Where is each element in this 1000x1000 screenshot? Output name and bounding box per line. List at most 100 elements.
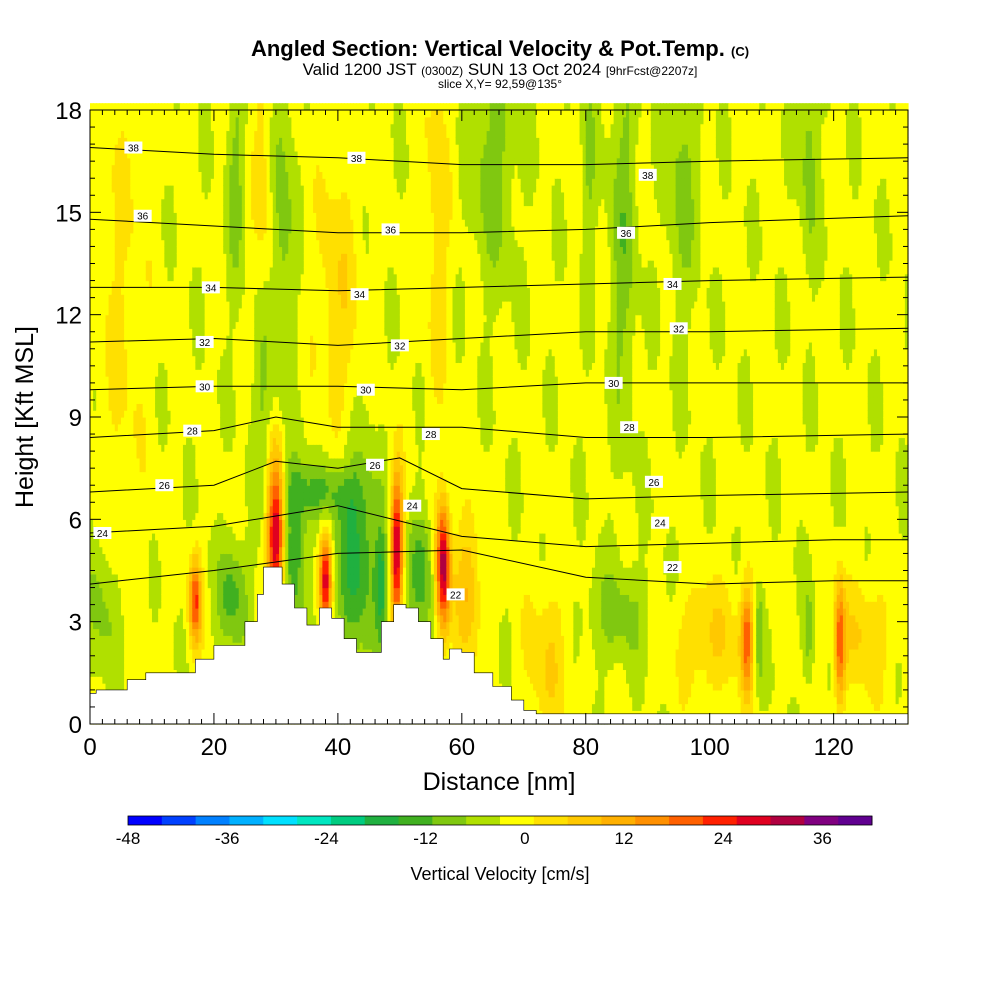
velocity-cell <box>161 185 165 193</box>
velocity-cell <box>114 225 119 234</box>
velocity-cell <box>142 328 147 336</box>
velocity-cell <box>155 110 159 118</box>
velocity-cell <box>102 437 107 445</box>
velocity-cell <box>176 164 181 172</box>
velocity-cell <box>186 642 190 650</box>
velocity-cell <box>195 355 200 364</box>
velocity-cell <box>186 287 190 295</box>
velocity-cell <box>127 369 131 377</box>
velocity-cell <box>179 492 184 500</box>
velocity-cell <box>192 648 196 657</box>
velocity-cell <box>204 505 209 514</box>
velocity-cell <box>124 655 128 664</box>
velocity-cell <box>213 110 218 118</box>
velocity-cell <box>96 307 100 316</box>
velocity-cell <box>164 198 169 207</box>
velocity-cell <box>217 532 221 541</box>
velocity-cell <box>142 191 147 200</box>
velocity-cell <box>127 560 131 568</box>
velocity-cell <box>145 532 150 541</box>
velocity-cell <box>142 253 147 261</box>
velocity-cell <box>186 116 190 125</box>
velocity-cell <box>133 171 138 179</box>
velocity-cell <box>96 403 100 411</box>
velocity-cell <box>195 526 200 534</box>
velocity-cell <box>99 396 103 404</box>
velocity-cell <box>139 396 144 404</box>
velocity-cell <box>148 437 153 445</box>
velocity-cell <box>207 130 212 138</box>
velocity-cell <box>210 492 215 500</box>
velocity-cell <box>124 198 128 207</box>
velocity-cell <box>90 553 94 561</box>
velocity-cell <box>102 205 107 213</box>
velocity-cell <box>145 110 150 118</box>
velocity-cell <box>232 130 237 138</box>
velocity-cell <box>182 628 187 636</box>
velocity-cell <box>93 423 97 432</box>
velocity-cell <box>96 335 100 343</box>
velocity-cell <box>173 485 178 493</box>
velocity-cell <box>127 594 131 602</box>
velocity-cell <box>192 103 196 111</box>
velocity-cell <box>220 519 224 527</box>
velocity-cell <box>133 301 138 309</box>
velocity-cell <box>170 355 175 364</box>
velocity-cell <box>213 246 218 254</box>
velocity-cell <box>173 314 178 323</box>
velocity-cell <box>148 601 153 609</box>
velocity-cell <box>96 287 100 295</box>
velocity-cell <box>136 341 141 350</box>
velocity-cell <box>198 253 203 261</box>
velocity-cell <box>179 601 184 609</box>
velocity-cell <box>148 341 153 350</box>
velocity-cell <box>117 526 122 534</box>
velocity-cell <box>189 246 193 254</box>
velocity-cell <box>93 546 97 555</box>
velocity-cell <box>170 608 175 616</box>
velocity-cell <box>195 580 200 589</box>
velocity-cell <box>139 280 144 288</box>
velocity-cell <box>102 601 107 609</box>
velocity-cell <box>114 648 119 657</box>
velocity-cell <box>133 403 138 411</box>
velocity-cell <box>173 280 178 288</box>
velocity-cell <box>220 314 224 323</box>
velocity-cell <box>232 451 237 459</box>
velocity-cell <box>139 573 144 582</box>
velocity-cell <box>201 123 206 132</box>
velocity-cell <box>192 198 196 207</box>
velocity-cell <box>145 273 150 282</box>
velocity-cell <box>127 457 131 466</box>
velocity-cell <box>139 532 144 541</box>
velocity-cell <box>90 266 94 275</box>
velocity-cell <box>223 608 227 616</box>
velocity-cell <box>229 396 234 404</box>
velocity-cell <box>198 307 203 316</box>
velocity-cell <box>167 294 172 302</box>
velocity-cell <box>170 539 175 548</box>
velocity-cell <box>223 478 227 486</box>
velocity-cell <box>124 526 128 534</box>
velocity-cell <box>189 348 193 357</box>
velocity-cell <box>105 110 110 118</box>
velocity-cell <box>220 614 224 623</box>
velocity-cell <box>229 417 234 425</box>
velocity-cell <box>158 662 162 671</box>
velocity-cell <box>136 198 141 207</box>
velocity-cell <box>223 294 227 302</box>
velocity-cell <box>93 560 97 568</box>
velocity-cell <box>114 492 119 500</box>
velocity-cell <box>213 314 218 323</box>
velocity-cell <box>145 389 150 398</box>
velocity-cell <box>210 608 215 616</box>
velocity-cell <box>229 328 234 336</box>
velocity-cell <box>155 198 159 207</box>
velocity-cell <box>108 676 113 684</box>
velocity-cell <box>201 492 206 500</box>
velocity-cell <box>148 164 153 172</box>
velocity-cell <box>198 164 203 172</box>
velocity-cell <box>139 157 144 166</box>
velocity-cell <box>210 430 215 439</box>
velocity-cell <box>142 355 147 364</box>
